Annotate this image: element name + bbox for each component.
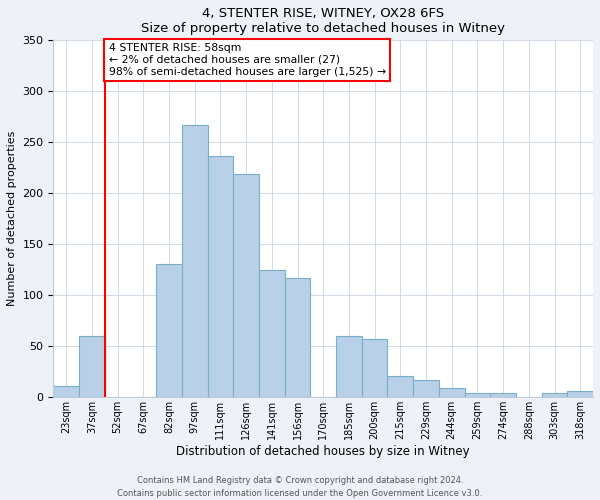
Bar <box>259 270 284 398</box>
Bar <box>439 388 464 398</box>
Bar <box>362 339 388 398</box>
Bar <box>182 125 208 398</box>
Bar <box>464 394 490 398</box>
Bar <box>208 156 233 398</box>
Bar <box>542 394 568 398</box>
Bar <box>413 380 439 398</box>
Bar <box>388 376 413 398</box>
Text: 4 STENTER RISE: 58sqm
← 2% of detached houses are smaller (27)
98% of semi-detac: 4 STENTER RISE: 58sqm ← 2% of detached h… <box>109 44 386 76</box>
Title: 4, STENTER RISE, WITNEY, OX28 6FS
Size of property relative to detached houses i: 4, STENTER RISE, WITNEY, OX28 6FS Size o… <box>141 7 505 35</box>
Bar <box>568 391 593 398</box>
Bar <box>336 336 362 398</box>
Y-axis label: Number of detached properties: Number of detached properties <box>7 131 17 306</box>
Bar <box>490 394 516 398</box>
Text: Contains HM Land Registry data © Crown copyright and database right 2024.
Contai: Contains HM Land Registry data © Crown c… <box>118 476 482 498</box>
Bar <box>233 174 259 398</box>
Bar <box>53 386 79 398</box>
Bar <box>79 336 105 398</box>
X-axis label: Distribution of detached houses by size in Witney: Distribution of detached houses by size … <box>176 445 470 458</box>
Bar <box>156 264 182 398</box>
Bar <box>284 278 310 398</box>
